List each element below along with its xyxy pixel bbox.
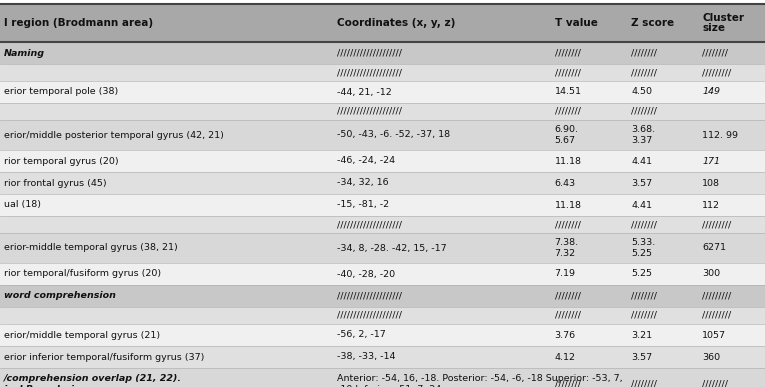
Bar	[0, 216, 765, 233]
Text: l region (Brodmann area): l region (Brodmann area)	[4, 18, 153, 28]
Text: 3.68.
3.37: 3.68. 3.37	[631, 125, 656, 144]
Text: ////////: ////////	[555, 68, 581, 77]
Bar	[0, 194, 765, 216]
Text: ////////: ////////	[631, 68, 657, 77]
Text: ////////////////////: ////////////////////	[337, 311, 402, 320]
Text: erior/middle temporal gyrus (21): erior/middle temporal gyrus (21)	[4, 330, 160, 339]
Text: 11.18: 11.18	[555, 200, 581, 209]
Bar	[0, 368, 765, 387]
Text: -50, -43, -6. -52, -37, 18: -50, -43, -6. -52, -37, 18	[337, 130, 450, 139]
Text: erior/middle posterior temporal gyrus (42, 21): erior/middle posterior temporal gyrus (4…	[4, 130, 223, 139]
Bar	[0, 172, 765, 194]
Text: 108: 108	[702, 178, 721, 187]
Text: 4.41: 4.41	[631, 200, 652, 209]
Text: -15, -81, -2: -15, -81, -2	[337, 200, 389, 209]
Text: 6.43: 6.43	[555, 178, 576, 187]
Text: rior temporal/fusiform gyrus (20): rior temporal/fusiform gyrus (20)	[4, 269, 161, 279]
Text: ////////: ////////	[555, 380, 581, 387]
Text: 300: 300	[702, 269, 721, 279]
Text: 14.51: 14.51	[555, 87, 581, 96]
Text: rior frontal gyrus (45): rior frontal gyrus (45)	[4, 178, 106, 187]
Bar	[0, 346, 765, 368]
Text: ////////: ////////	[702, 380, 728, 387]
Text: T value: T value	[555, 18, 597, 28]
Text: -34, 32, 16: -34, 32, 16	[337, 178, 388, 187]
Text: -40, -28, -20: -40, -28, -20	[337, 269, 395, 279]
Text: 3.76: 3.76	[555, 330, 576, 339]
Text: ////////////////////: ////////////////////	[337, 107, 402, 116]
Text: 7.19: 7.19	[555, 269, 575, 279]
Text: ////////: ////////	[555, 291, 581, 300]
Text: 5.25: 5.25	[631, 269, 652, 279]
Text: /////////: /////////	[702, 291, 731, 300]
Text: ////////: ////////	[631, 380, 657, 387]
Text: ////////: ////////	[631, 48, 657, 58]
Text: 3.21: 3.21	[631, 330, 653, 339]
Text: -56, 2, -17: -56, 2, -17	[337, 330, 386, 339]
Text: 11.18: 11.18	[555, 156, 581, 166]
Bar	[0, 324, 765, 346]
Text: 6271: 6271	[702, 243, 726, 252]
Text: /////////: /////////	[702, 68, 731, 77]
Text: ////////: ////////	[631, 291, 657, 300]
Text: ////////: ////////	[631, 220, 657, 229]
Text: 3.57: 3.57	[631, 353, 653, 361]
Bar	[0, 42, 765, 64]
Text: Coordinates (x, y, z): Coordinates (x, y, z)	[337, 18, 455, 28]
Text: -34, 8, -28. -42, 15, -17: -34, 8, -28. -42, 15, -17	[337, 243, 446, 252]
Text: Z score: Z score	[631, 18, 674, 28]
Text: 7.38.
7.32: 7.38. 7.32	[555, 238, 579, 257]
Text: /////////: /////////	[702, 311, 731, 320]
Text: rior temporal gyrus (20): rior temporal gyrus (20)	[4, 156, 119, 166]
Text: ////////////////////: ////////////////////	[337, 68, 402, 77]
Text: 112: 112	[702, 200, 721, 209]
Text: 6.90.
5.67: 6.90. 5.67	[555, 125, 578, 144]
Bar	[0, 307, 765, 324]
Text: 149: 149	[702, 87, 721, 96]
Bar	[0, 285, 765, 307]
Text: erior-middle temporal gyrus (38, 21): erior-middle temporal gyrus (38, 21)	[4, 243, 177, 252]
Bar	[0, 120, 765, 150]
Text: -44, 21, -12: -44, 21, -12	[337, 87, 392, 96]
Text: 4.12: 4.12	[555, 353, 575, 361]
Text: erior temporal pole (38): erior temporal pole (38)	[4, 87, 118, 96]
Text: 112. 99: 112. 99	[702, 130, 738, 139]
Bar	[0, 4, 765, 42]
Text: ////////////////////: ////////////////////	[337, 48, 402, 58]
Text: Anterior: -54, 16, -18. Posterior: -54, -6, -18 Superior: -53, 7,
-10 Inferior: : Anterior: -54, 16, -18. Posterior: -54, …	[337, 375, 622, 387]
Text: 4.41: 4.41	[631, 156, 652, 166]
Text: ////////: ////////	[555, 220, 581, 229]
Text: 1057: 1057	[702, 330, 726, 339]
Bar	[0, 150, 765, 172]
Text: ////////////////////: ////////////////////	[337, 291, 402, 300]
Bar	[0, 233, 765, 263]
Text: 5.33.
5.25: 5.33. 5.25	[631, 238, 656, 257]
Text: Naming: Naming	[4, 48, 45, 58]
Text: 4.50: 4.50	[631, 87, 652, 96]
Text: ////////: ////////	[631, 311, 657, 320]
Text: ////////: ////////	[631, 107, 657, 116]
Text: ////////////////////: ////////////////////	[337, 220, 402, 229]
Text: 3.57: 3.57	[631, 178, 653, 187]
Bar	[0, 81, 765, 103]
Text: -46, -24, -24: -46, -24, -24	[337, 156, 395, 166]
Text: 360: 360	[702, 353, 721, 361]
Bar	[0, 263, 765, 285]
Text: /////////: /////////	[702, 220, 731, 229]
Bar	[0, 103, 765, 120]
Text: Cluster
size: Cluster size	[702, 13, 744, 33]
Text: ////////: ////////	[702, 48, 728, 58]
Text: ual (18): ual (18)	[4, 200, 41, 209]
Text: ////////: ////////	[555, 48, 581, 58]
Text: word comprehension: word comprehension	[4, 291, 116, 300]
Text: ////////: ////////	[555, 107, 581, 116]
Text: ////////: ////////	[555, 311, 581, 320]
Text: -38, -33, -14: -38, -33, -14	[337, 353, 395, 361]
Text: /comprehension overlap (21, 22).
ical Boundaries:: /comprehension overlap (21, 22). ical Bo…	[4, 375, 182, 387]
Text: 171: 171	[702, 156, 721, 166]
Bar	[0, 64, 765, 81]
Text: erior inferior temporal/fusiform gyrus (37): erior inferior temporal/fusiform gyrus (…	[4, 353, 204, 361]
